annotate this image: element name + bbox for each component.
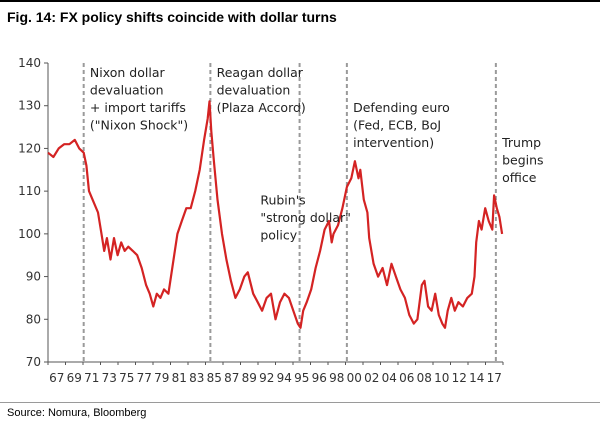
annotation-text: "strong dollar" — [260, 210, 351, 225]
annotation-text: (Fed, ECB, BoJ — [353, 118, 441, 133]
x-tick-label: 85 — [207, 371, 222, 385]
x-tick-label: 77 — [137, 371, 152, 385]
x-tick-label: 92 — [259, 371, 274, 385]
y-tick-label: 140 — [18, 56, 41, 70]
x-tick-label: 17 — [487, 371, 502, 385]
annotation-text: devaluation — [90, 83, 164, 98]
x-tick-label: 98 — [329, 371, 344, 385]
y-tick-label: 130 — [18, 99, 41, 113]
x-tick-label: 96 — [312, 371, 327, 385]
figure-title: Fig. 14: FX policy shifts coincide with … — [7, 9, 337, 25]
top-rule — [0, 0, 600, 2]
x-tick-label: 87 — [224, 371, 239, 385]
y-tick-label: 100 — [18, 227, 41, 241]
x-tick-label: 12 — [452, 371, 467, 385]
x-tick-label: 04 — [382, 371, 397, 385]
annotation-text: (Plaza Accord) — [217, 100, 306, 115]
annotation-text: devaluation — [217, 83, 291, 98]
annotation-text: + import tariffs — [90, 100, 186, 115]
x-tick-label: 06 — [399, 371, 414, 385]
y-tick-label: 80 — [26, 312, 41, 326]
x-tick-label: 81 — [172, 371, 187, 385]
x-tick-label: 73 — [102, 371, 117, 385]
y-tick-label: 90 — [26, 270, 41, 284]
x-tick-label: 02 — [364, 371, 379, 385]
annotations: Nixon dollar devaluation + import tariffs (… — [90, 65, 544, 242]
annotation-text: Reagan dollar — [217, 65, 304, 80]
x-tick-label: 95 — [294, 371, 309, 385]
x-tick-label: 67 — [49, 371, 64, 385]
annotation-text: Nixon dollar — [90, 65, 166, 80]
x-tick-label: 69 — [67, 371, 82, 385]
x-tick-label: 89 — [242, 371, 257, 385]
annotation-text: office — [502, 170, 537, 185]
annotation-text: begins — [502, 153, 543, 168]
series-layer — [47, 100, 504, 329]
x-tick-label: 71 — [84, 371, 99, 385]
x-tick-label: 10 — [434, 371, 449, 385]
y-tick-label: 70 — [26, 355, 41, 369]
annotation-text: policy — [260, 227, 297, 242]
annotation-text: ("Nixon Shock") — [90, 118, 188, 133]
x-tick-label: 14 — [469, 371, 484, 385]
x-tick-label: 79 — [154, 371, 169, 385]
y-tick-label: 110 — [18, 184, 41, 198]
x-tick-label: 08 — [417, 371, 432, 385]
annotation-text: Rubin's — [260, 192, 305, 207]
x-tick-label: 75 — [119, 371, 134, 385]
source-note: Source: Nomura, Bloomberg — [7, 407, 147, 419]
annotation-text: Defending euro — [353, 100, 450, 115]
bottom-rule — [0, 402, 600, 403]
series-line — [47, 100, 504, 329]
annotation-text: intervention) — [353, 135, 434, 150]
y-tick-label: 120 — [18, 141, 41, 155]
x-tick-label: 83 — [189, 371, 204, 385]
x-tick-label: 00 — [347, 371, 362, 385]
annotation-text: Trump — [501, 135, 541, 150]
x-tick-label: 94 — [277, 371, 292, 385]
